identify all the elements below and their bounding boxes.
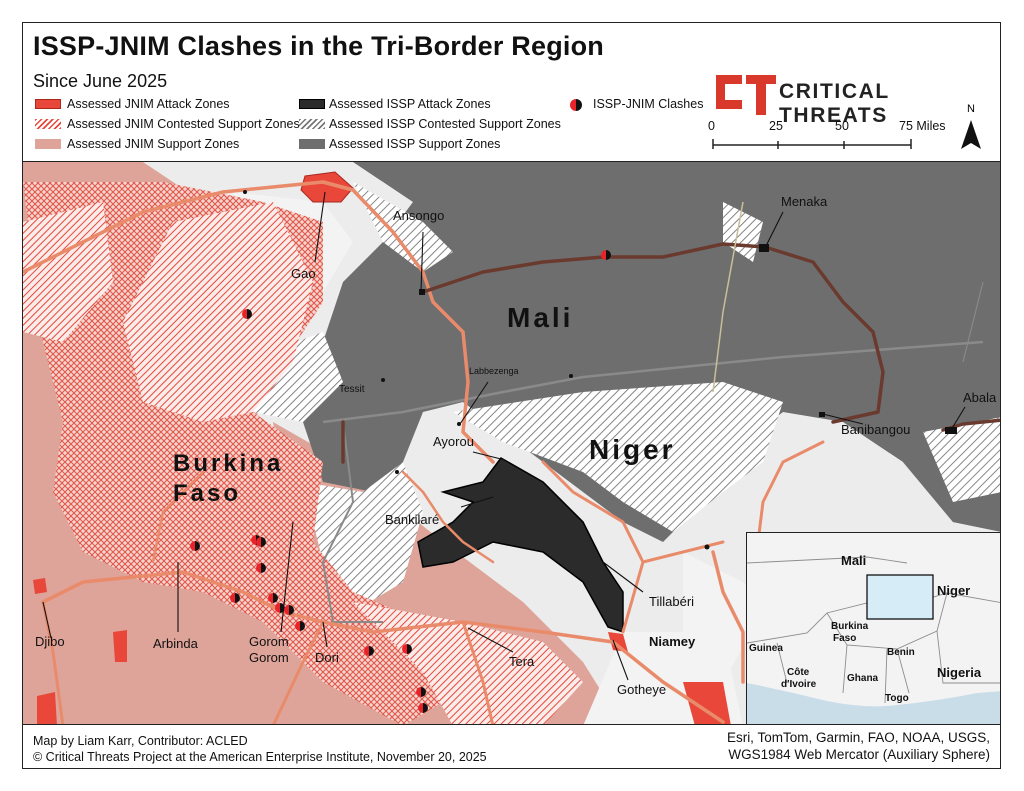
place-menaka: Menaka xyxy=(781,194,828,209)
credit-projection: WGS1984 Web Mercator (Auxiliary Sphere) xyxy=(728,747,990,762)
place-labbezenga: Labbezenga xyxy=(469,366,519,376)
country-label-burkina-1: Burkina xyxy=(173,450,284,477)
place-banibangou: Banibangou xyxy=(841,422,911,437)
issp-contested-swatch xyxy=(299,119,325,129)
credits-right: Esri, TomTom, Garmin, FAO, NOAA, USGS, W… xyxy=(727,729,990,763)
country-label-burkina-2: Faso xyxy=(173,480,242,507)
place-gotheye: Gotheye xyxy=(617,682,667,697)
north-label: N xyxy=(967,103,975,115)
inset-label-mali: Mali xyxy=(841,553,867,568)
north-arrow-icon xyxy=(961,120,981,149)
legend-issp-support: Assessed ISSP Support Zones xyxy=(329,137,501,151)
place-gorom-2: Gorom xyxy=(249,650,289,665)
place-niamey: Niamey xyxy=(649,634,696,649)
place-tessit: Tessit xyxy=(339,384,365,395)
jnim-attack-swatch xyxy=(35,99,61,109)
scale-bar: 0 25 50 75 Miles xyxy=(708,119,951,159)
inset-label-burkina-1: Burkina xyxy=(831,621,869,632)
legend-clashes: ISSP-JNIM Clashes xyxy=(593,97,704,111)
inset-label-niger: Niger xyxy=(937,583,971,598)
scale-tick-25: 25 xyxy=(769,119,783,133)
issp-attack-swatch xyxy=(299,99,325,109)
place-tillaberi: Tillabéri xyxy=(649,594,695,609)
legend-jnim-attack: Assessed JNIM Attack Zones xyxy=(67,97,230,111)
place-djibo: Djibo xyxy=(35,634,65,649)
inset-label-togo: Togo xyxy=(885,693,909,704)
page-subtitle: Since June 2025 xyxy=(33,71,168,91)
jnim-support-swatch xyxy=(35,139,61,149)
inset-label-burkina-2: Faso xyxy=(833,633,857,644)
place-arbinda: Arbinda xyxy=(153,636,198,651)
issp-support-swatch xyxy=(299,139,325,149)
half-red-half-black-circle-icon xyxy=(570,99,582,111)
inset-label-cote-1: Côte xyxy=(787,667,810,678)
inset-label-ghana: Ghana xyxy=(847,673,879,684)
inset-label-nigeria: Nigeria xyxy=(937,665,982,680)
country-label-mali: Mali xyxy=(507,302,574,333)
place-ayorou: Ayorou xyxy=(433,434,474,449)
scale-tick-75: 75 Miles xyxy=(899,119,946,133)
north-arrow: N xyxy=(957,103,987,153)
clash-markers xyxy=(190,250,611,713)
inset-map: Mali Niger Guinea Burkina Faso Benin Nig… xyxy=(746,532,1000,724)
inset-label-benin: Benin xyxy=(887,647,915,658)
legend-issp-attack: Assessed ISSP Attack Zones xyxy=(329,97,491,111)
page-title: ISSP-JNIM Clashes in the Tri-Border Regi… xyxy=(33,31,604,61)
place-dori: Dori xyxy=(315,650,339,665)
legend-jnim-contested: Assessed JNIM Contested Support Zones xyxy=(67,117,300,131)
place-gao: Gao xyxy=(291,266,316,281)
inset-label-cote-2: d'Ivoire xyxy=(781,679,817,690)
map-area: Mali Niger Burkina Faso Gao Ansongo Mena… xyxy=(23,161,1000,725)
scale-tick-0: 0 xyxy=(708,119,715,133)
inset-label-guinea: Guinea xyxy=(749,643,783,654)
credits-left: Map by Liam Karr, Contributor: ACLED © C… xyxy=(33,733,487,765)
legend-jnim-support: Assessed JNIM Support Zones xyxy=(67,137,240,151)
legend-issp-contested: Assessed ISSP Contested Support Zones xyxy=(329,117,561,131)
place-abala: Abala xyxy=(963,390,997,405)
place-tera: Tera xyxy=(509,654,535,669)
credit-author: Map by Liam Karr, Contributor: ACLED xyxy=(33,734,248,748)
scale-tick-50: 50 xyxy=(835,119,849,133)
logo-wordmark: CRITICAL THREATS xyxy=(779,80,890,127)
place-gorom-1: Gorom xyxy=(249,634,289,649)
place-bankilare: Bankilaré xyxy=(385,512,440,527)
credit-copyright: © Critical Threats Project at the Americ… xyxy=(33,750,487,764)
place-ansongo: Ansongo xyxy=(393,208,445,223)
critical-threats-logo xyxy=(716,75,776,115)
credit-sources: Esri, TomTom, Garmin, FAO, NOAA, USGS, xyxy=(726,730,990,745)
jnim-contested-swatch xyxy=(35,119,61,129)
country-label-niger: Niger xyxy=(589,434,676,465)
map-frame: ISSP-JNIM Clashes in the Tri-Border Regi… xyxy=(22,22,1001,769)
